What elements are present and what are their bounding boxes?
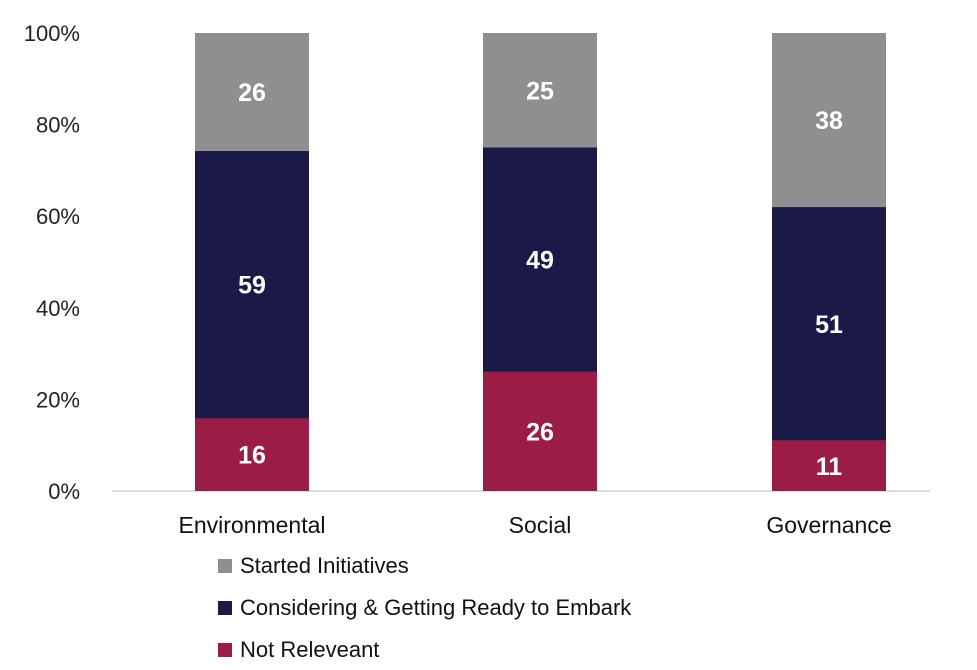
y-tick-label: 100% (24, 21, 80, 46)
data-label: 51 (815, 311, 843, 339)
legend-swatch (218, 643, 232, 657)
y-tick-label: 20% (36, 387, 80, 412)
legend-swatch (218, 559, 232, 573)
data-label: 59 (238, 272, 266, 300)
y-axis: 0% 20% 40% 60% 80% 100% (24, 21, 80, 504)
y-tick-label: 60% (36, 204, 80, 229)
legend-label: Not Releveant (240, 637, 379, 662)
x-axis: Environmental Social Governance (178, 512, 891, 538)
legend-label: Started Initiatives (240, 553, 409, 578)
y-tick-label: 80% (36, 113, 80, 138)
x-tick-label: Environmental (178, 512, 325, 538)
data-label: 25 (526, 77, 554, 105)
legend: Started Initiatives Considering & Getting… (218, 553, 632, 662)
data-label: 26 (526, 418, 554, 446)
bars: 16 59 26 26 49 25 11 51 38 (195, 33, 886, 491)
y-tick-label: 0% (48, 479, 80, 504)
data-label: 16 (238, 442, 266, 470)
data-label: 11 (816, 453, 843, 481)
legend-label: Considering & Getting Ready to Embark (240, 595, 632, 620)
data-label: 38 (815, 107, 843, 135)
x-tick-label: Social (509, 512, 572, 538)
data-label: 26 (238, 79, 266, 107)
legend-swatch (218, 601, 232, 615)
data-label: 49 (526, 247, 554, 275)
x-tick-label: Governance (766, 512, 891, 538)
y-tick-label: 40% (36, 296, 80, 321)
